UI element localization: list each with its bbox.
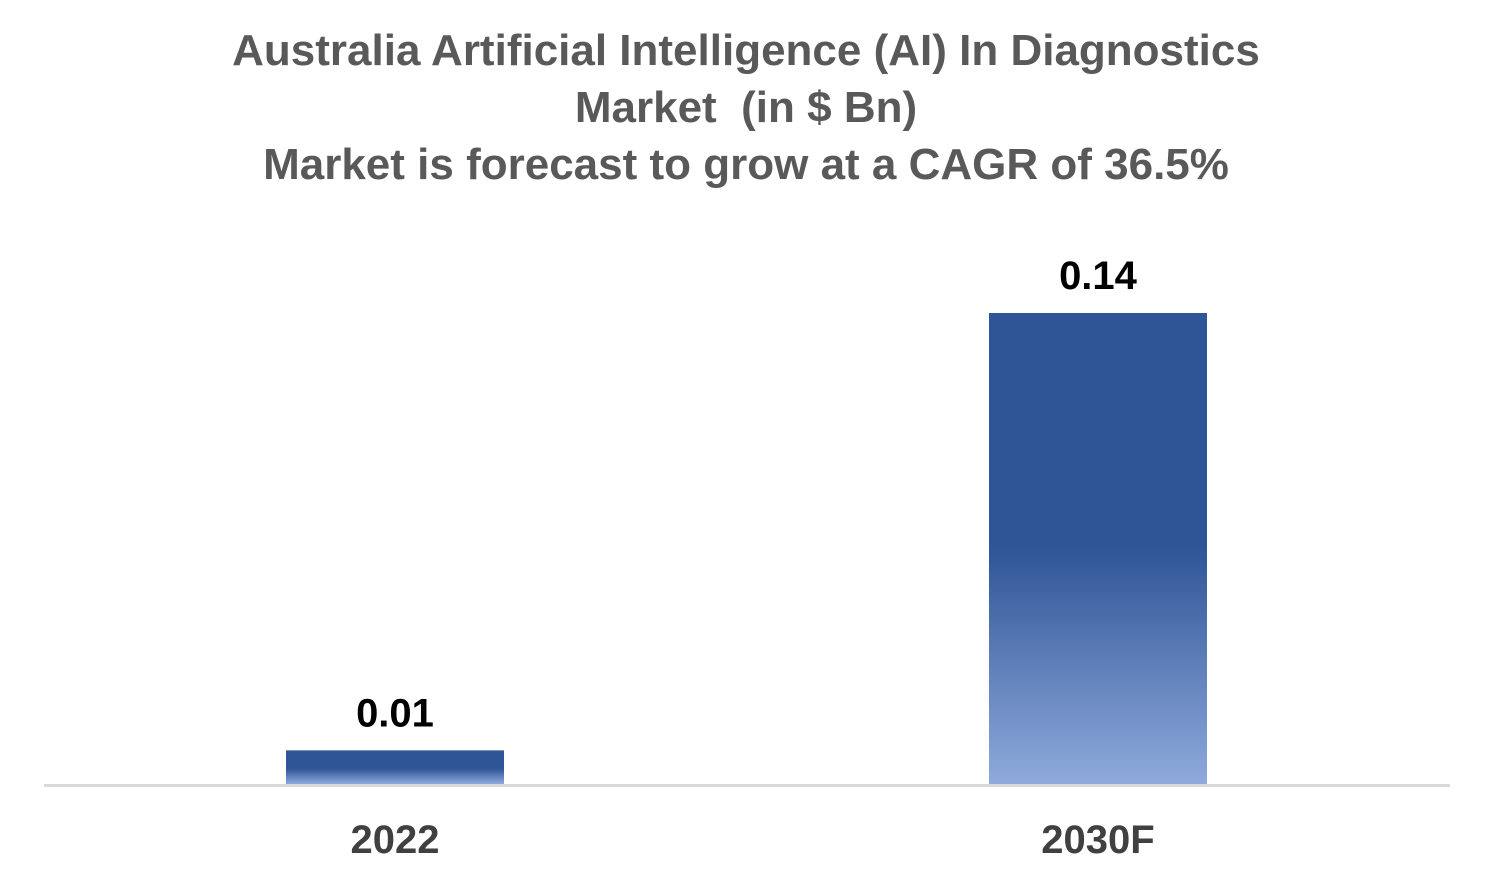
bar-2030F <box>989 313 1207 784</box>
data-label-2022: 0.01 <box>356 691 434 735</box>
bar-2022 <box>286 750 504 784</box>
x-tick-label-2030F: 2030F <box>1041 818 1154 862</box>
bars-group <box>286 313 1207 784</box>
x-tick-labels-group: 2022 2030F <box>351 818 1155 862</box>
x-tick-label-2022: 2022 <box>351 818 440 862</box>
chart-title-line-1: Australia Artificial Intelligence (AI) I… <box>232 26 1260 75</box>
chart-subtitle: Market is forecast to grow at a CAGR of … <box>263 140 1229 189</box>
chart-title-line-2: Market (in $ Bn) <box>574 83 918 132</box>
data-label-2030F: 0.14 <box>1059 254 1138 298</box>
data-labels-group: 0.01 0.14 <box>356 254 1138 735</box>
chart-title: Australia Artificial Intelligence (AI) I… <box>0 22 1492 193</box>
